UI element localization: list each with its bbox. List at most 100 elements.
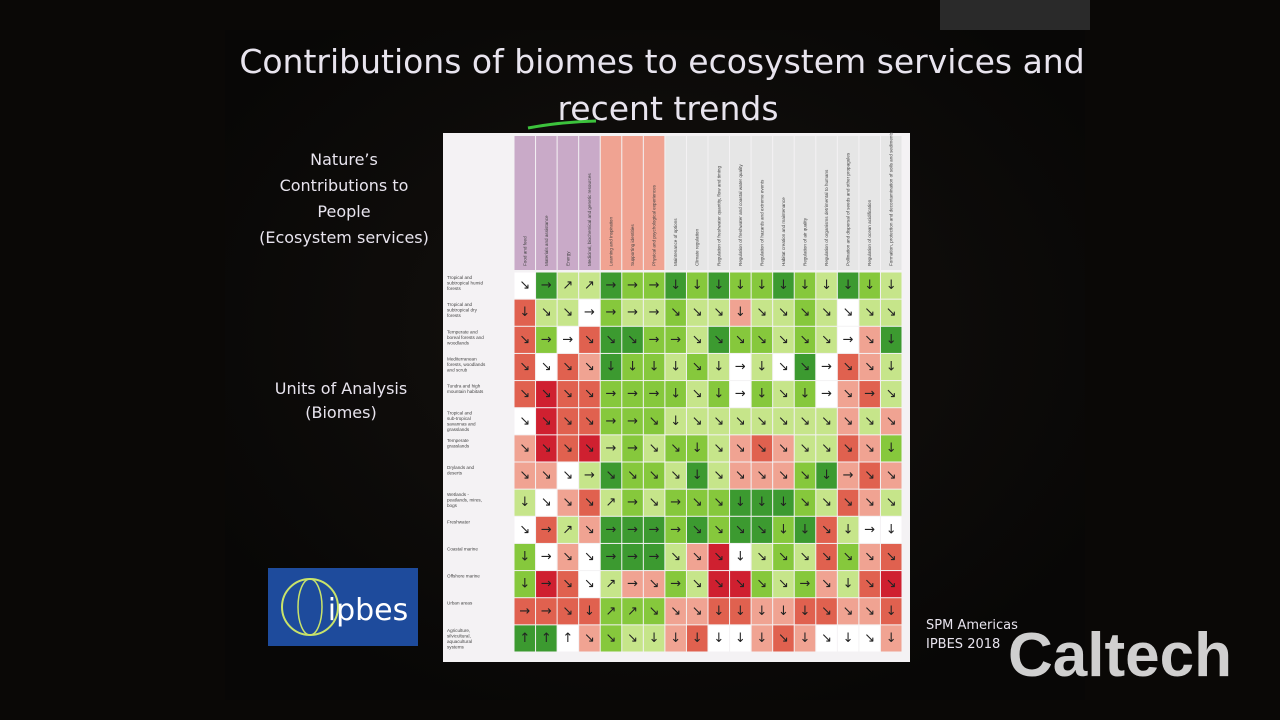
column-label: Formation, protection and decontaminatio… bbox=[889, 131, 894, 266]
source: IPBES 2018 bbox=[926, 637, 1000, 652]
cell-arrow: ↘ bbox=[821, 522, 832, 537]
cell bbox=[708, 435, 730, 462]
cell-arrow: → bbox=[821, 360, 832, 375]
cell-arrow: ↘ bbox=[670, 550, 681, 565]
cell bbox=[643, 598, 665, 625]
cell-arrow: ↘ bbox=[821, 305, 832, 320]
cell-arrow: ↓ bbox=[800, 604, 811, 619]
cell bbox=[837, 326, 859, 353]
cell bbox=[686, 598, 708, 625]
cell bbox=[816, 353, 837, 381]
cell-arrow: ↓ bbox=[713, 387, 724, 402]
cell-arrow: ↘ bbox=[778, 387, 789, 402]
cell bbox=[665, 353, 686, 381]
cell bbox=[773, 408, 794, 435]
column-header bbox=[579, 136, 600, 270]
cell bbox=[665, 381, 686, 408]
cell bbox=[536, 353, 557, 381]
cell-arrow: ↓ bbox=[735, 550, 746, 565]
cell bbox=[708, 381, 730, 408]
cell-arrow: ↓ bbox=[886, 332, 897, 347]
cell-arrow: ↘ bbox=[670, 441, 681, 456]
cell bbox=[622, 353, 643, 381]
cell bbox=[730, 272, 751, 299]
cell-arrow: ↘ bbox=[864, 495, 875, 510]
cell bbox=[622, 435, 643, 462]
cell-arrow: ↓ bbox=[800, 278, 811, 293]
cell bbox=[665, 489, 686, 516]
cell bbox=[837, 381, 859, 408]
cell-arrow: ↘ bbox=[713, 495, 724, 510]
cell bbox=[880, 462, 902, 489]
cell bbox=[773, 299, 794, 326]
cell bbox=[816, 516, 837, 543]
cell-arrow: ↘ bbox=[649, 468, 660, 483]
cell bbox=[880, 299, 902, 326]
cell-arrow: → bbox=[649, 387, 660, 402]
column-label: Regulation of organisms detrimental to h… bbox=[824, 169, 829, 266]
cell-arrow: ↗ bbox=[627, 604, 638, 619]
cell bbox=[600, 299, 622, 326]
cell bbox=[665, 516, 686, 543]
cell-arrow: ↓ bbox=[778, 604, 789, 619]
row-label: Coastal marine bbox=[447, 546, 478, 551]
cell-arrow: ↓ bbox=[886, 631, 897, 646]
row-label: Agriculture, silvicultural, aquacultural sy… bbox=[447, 628, 472, 650]
cell bbox=[751, 381, 773, 408]
column-label: Regulation of ocean acidification bbox=[867, 199, 872, 266]
cell bbox=[730, 516, 751, 543]
cell-arrow: → bbox=[864, 387, 875, 402]
cell bbox=[751, 353, 773, 381]
cell-arrow: ↗ bbox=[606, 495, 617, 510]
cell bbox=[794, 381, 816, 408]
row-label: Temperate and boreal forests and woodlands bbox=[447, 329, 484, 345]
cell bbox=[579, 381, 600, 408]
cell-arrow: ↘ bbox=[713, 332, 724, 347]
cell-arrow: ↘ bbox=[562, 604, 573, 619]
cell bbox=[794, 543, 816, 571]
cell bbox=[773, 543, 794, 571]
cell bbox=[622, 625, 643, 652]
cell bbox=[686, 571, 708, 598]
cell-arrow: → bbox=[735, 360, 746, 375]
cell bbox=[794, 462, 816, 489]
cell bbox=[579, 625, 600, 652]
cell-arrow: ↘ bbox=[756, 522, 767, 537]
cell bbox=[773, 598, 794, 625]
cell-arrow: ↘ bbox=[649, 495, 660, 510]
cell-arrow: ↘ bbox=[843, 305, 854, 320]
column-header bbox=[622, 136, 643, 270]
cell-arrow: ↘ bbox=[692, 522, 703, 537]
cell-arrow: ↘ bbox=[713, 577, 724, 592]
cell bbox=[816, 489, 837, 516]
cell-arrow: ↘ bbox=[756, 550, 767, 565]
cell bbox=[880, 516, 902, 543]
cell bbox=[794, 272, 816, 299]
column-header bbox=[837, 136, 859, 270]
cell bbox=[880, 489, 902, 516]
cell bbox=[665, 598, 686, 625]
cell bbox=[600, 462, 622, 489]
cell-arrow: ↘ bbox=[886, 550, 897, 565]
cell bbox=[579, 326, 600, 353]
cell-arrow: ↘ bbox=[778, 631, 789, 646]
cell bbox=[557, 571, 579, 598]
cell-arrow: ↘ bbox=[562, 577, 573, 592]
cell bbox=[859, 571, 880, 598]
cell-arrow: ↓ bbox=[692, 278, 703, 293]
cell-arrow: ↘ bbox=[584, 387, 595, 402]
cell-arrow: ↘ bbox=[562, 414, 573, 429]
cell bbox=[816, 272, 837, 299]
cell bbox=[880, 543, 902, 571]
cell-arrow: → bbox=[541, 604, 552, 619]
ncp-line: (Ecosystem services) bbox=[259, 228, 429, 247]
cell bbox=[708, 571, 730, 598]
cell-arrow: ↘ bbox=[562, 441, 573, 456]
cell-arrow: → bbox=[649, 550, 660, 565]
cell bbox=[816, 408, 837, 435]
cell-arrow: ↘ bbox=[692, 550, 703, 565]
cell-arrow: → bbox=[541, 522, 552, 537]
cell-arrow: ↘ bbox=[735, 468, 746, 483]
cell bbox=[837, 408, 859, 435]
